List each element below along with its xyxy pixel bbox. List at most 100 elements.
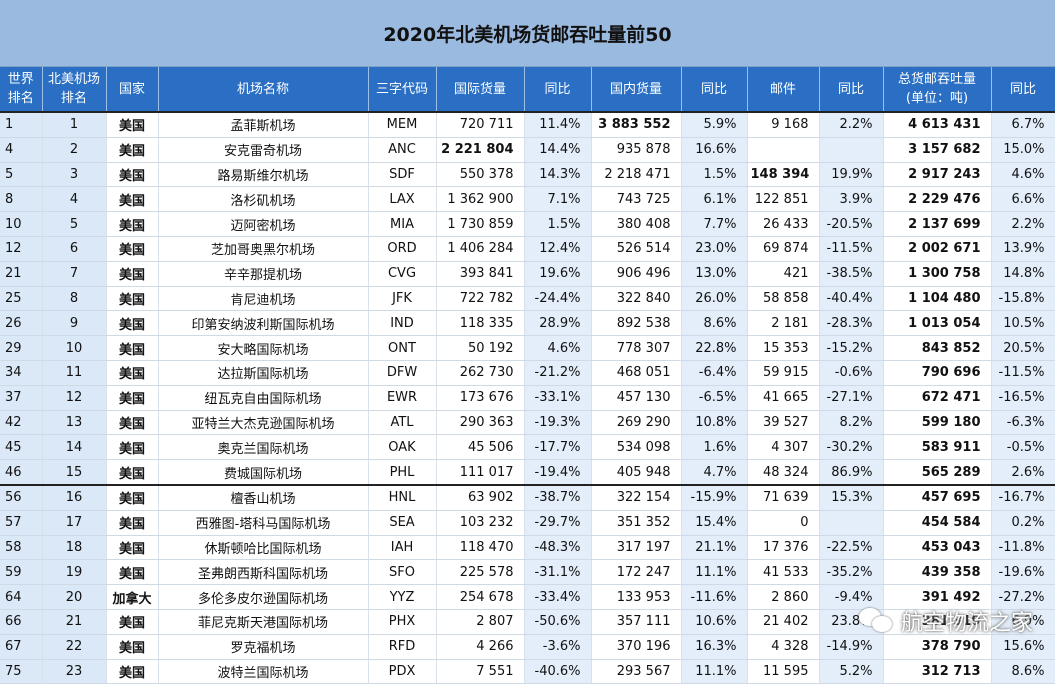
cell-dom-cargo: 370 196 bbox=[591, 634, 682, 660]
cell-mail: 41 533 bbox=[747, 559, 820, 586]
cell-world-rank: 56 bbox=[0, 483, 43, 511]
cell-total-throughput: 378 790 bbox=[883, 634, 992, 660]
cell-country: 美国 bbox=[106, 211, 159, 237]
cell-mail: 21 402 bbox=[747, 609, 820, 635]
cell-intl-cargo: 2 807 bbox=[436, 609, 525, 635]
cell-airport-name: 孟菲斯机场 bbox=[158, 110, 369, 138]
cell-mail: 58 858 bbox=[747, 286, 820, 312]
cell-mail-yoy bbox=[819, 510, 884, 536]
column-header-line: 邮件 bbox=[769, 81, 796, 97]
cell-intl-yoy: -40.6% bbox=[524, 659, 592, 684]
cell-country: 美国 bbox=[106, 261, 159, 287]
cell-world-rank: 26 bbox=[0, 310, 43, 337]
cell-intl-yoy: -17.7% bbox=[524, 434, 592, 461]
table-title: 2020年北美机场货邮吞吐量前50 bbox=[0, 0, 1055, 67]
cell-country: 美国 bbox=[106, 634, 159, 660]
cell-mail: 48 324 bbox=[747, 459, 820, 486]
cell-dom-cargo: 743 725 bbox=[591, 186, 682, 213]
column-header-line: 同比 bbox=[837, 81, 864, 97]
cell-mail-yoy: -38.5% bbox=[819, 261, 884, 287]
cell-airport-name: 西雅图-塔科马国际机场 bbox=[158, 510, 369, 536]
cell-intl-cargo: 50 192 bbox=[436, 335, 525, 361]
cell-dom-yoy: 7.7% bbox=[681, 211, 748, 237]
cell-total-throughput: 1 104 480 bbox=[883, 286, 992, 312]
cell-intl-yoy: -19.3% bbox=[524, 410, 592, 436]
cell-dom-yoy: -11.6% bbox=[681, 584, 748, 610]
cell-total-throughput: 2 002 671 bbox=[883, 236, 992, 262]
cell-na-rank: 6 bbox=[42, 236, 107, 262]
cell-dom-yoy: 5.9% bbox=[681, 110, 748, 138]
cell-total-throughput: 790 696 bbox=[883, 360, 992, 386]
cell-total-yoy: 6.9% bbox=[991, 609, 1055, 635]
cell-mail: 2 860 bbox=[747, 584, 820, 610]
cell-dom-cargo: 269 290 bbox=[591, 410, 682, 436]
cell-iata-code: MIA bbox=[368, 211, 437, 237]
cell-country: 美国 bbox=[106, 659, 159, 684]
cell-total-throughput: 1 013 054 bbox=[883, 310, 992, 337]
cell-dom-yoy: 15.4% bbox=[681, 510, 748, 536]
cell-dom-cargo: 380 408 bbox=[591, 211, 682, 237]
cell-intl-cargo: 4 266 bbox=[436, 634, 525, 660]
cell-mail: 421 bbox=[747, 261, 820, 287]
cell-country: 美国 bbox=[106, 535, 159, 561]
column-header-total-yoy: 同比 bbox=[991, 67, 1055, 112]
cell-iata-code: PHL bbox=[368, 459, 437, 486]
cell-mail: 17 376 bbox=[747, 535, 820, 561]
cell-total-yoy: 0.2% bbox=[991, 510, 1055, 536]
cell-intl-cargo: 45 506 bbox=[436, 434, 525, 461]
cell-country: 美国 bbox=[106, 385, 159, 411]
column-header-line: 排名 bbox=[7, 91, 34, 106]
cell-iata-code: IAH bbox=[368, 535, 437, 561]
cell-na-rank: 9 bbox=[42, 310, 107, 337]
column-header-country: 国家 bbox=[106, 67, 159, 112]
cell-total-yoy: -6.3% bbox=[991, 410, 1055, 436]
cell-iata-code: RFD bbox=[368, 634, 437, 660]
cell-intl-yoy: 19.6% bbox=[524, 261, 592, 287]
cell-na-rank: 3 bbox=[42, 162, 107, 188]
cell-mail: 4 307 bbox=[747, 434, 820, 461]
cell-world-rank: 25 bbox=[0, 286, 43, 312]
cell-total-throughput: 843 852 bbox=[883, 335, 992, 361]
cell-world-rank: 37 bbox=[0, 385, 43, 411]
cell-mail-yoy: -35.2% bbox=[819, 559, 884, 586]
column-header-total-throughput: 总货邮吞吐量 (单位：吨) bbox=[883, 67, 992, 112]
cell-mail-yoy: -9.4% bbox=[819, 584, 884, 610]
column-header-airport-name: 机场名称 bbox=[158, 67, 369, 112]
cell-iata-code: YYZ bbox=[368, 584, 437, 610]
cell-intl-cargo: 550 378 bbox=[436, 162, 525, 188]
cell-world-rank: 45 bbox=[0, 434, 43, 461]
cell-iata-code: SEA bbox=[368, 510, 437, 536]
cell-airport-name: 印第安纳波利斯国际机场 bbox=[158, 310, 369, 337]
cell-na-rank: 8 bbox=[42, 286, 107, 312]
column-header-line: 国际货量 bbox=[453, 81, 506, 97]
table-row: 58 18 美国 休斯顿哈比国际机场 IAH 118 470 -48.3% 317 197 21… bbox=[0, 535, 1055, 561]
cell-dom-cargo: 935 878 bbox=[591, 137, 682, 163]
cell-total-throughput: 391 492 bbox=[883, 584, 992, 610]
cell-country: 美国 bbox=[106, 286, 159, 312]
column-header-line: 同比 bbox=[1009, 81, 1036, 97]
cell-na-rank: 11 bbox=[42, 360, 107, 386]
cell-total-yoy: 2.6% bbox=[991, 459, 1055, 486]
table-row: 1 1 美国 孟菲斯机场 MEM 720 711 11.4% 3 883 552 5.9% 9 1… bbox=[0, 110, 1055, 138]
cell-airport-name: 安克雷奇机场 bbox=[158, 137, 369, 163]
table-row: 37 12 美国 纽瓦克自由国际机场 EWR 173 676 -33.1% 457 130 -6… bbox=[0, 385, 1055, 411]
cell-world-rank: 8 bbox=[0, 186, 43, 213]
cell-total-yoy: 4.6% bbox=[991, 162, 1055, 188]
cell-na-rank: 12 bbox=[42, 385, 107, 411]
table-row: 46 15 美国 费城国际机场 PHL 111 017 -19.4% 405 948 4.7% 4… bbox=[0, 459, 1055, 486]
cell-intl-cargo: 393 841 bbox=[436, 261, 525, 287]
column-header-na-rank: 北美机场 排名 bbox=[42, 67, 107, 112]
cell-intl-yoy: 4.6% bbox=[524, 335, 592, 361]
cell-iata-code: PHX bbox=[368, 609, 437, 635]
cell-intl-cargo: 720 711 bbox=[436, 110, 525, 138]
cell-dom-yoy: 4.7% bbox=[681, 459, 748, 486]
cell-total-throughput: 565 289 bbox=[883, 459, 992, 486]
cell-dom-cargo: 778 307 bbox=[591, 335, 682, 361]
cell-dom-yoy: -15.9% bbox=[681, 483, 748, 511]
column-header-line: 总货邮吞吐量 bbox=[897, 72, 976, 87]
cell-dom-yoy: 13.0% bbox=[681, 261, 748, 287]
cell-intl-yoy: 12.4% bbox=[524, 236, 592, 262]
table-row: 5 3 美国 路易斯维尔机场 SDF 550 378 14.3% 2 218 471 1.5% 1… bbox=[0, 162, 1055, 188]
cell-na-rank: 14 bbox=[42, 434, 107, 461]
cell-intl-cargo: 118 335 bbox=[436, 310, 525, 337]
